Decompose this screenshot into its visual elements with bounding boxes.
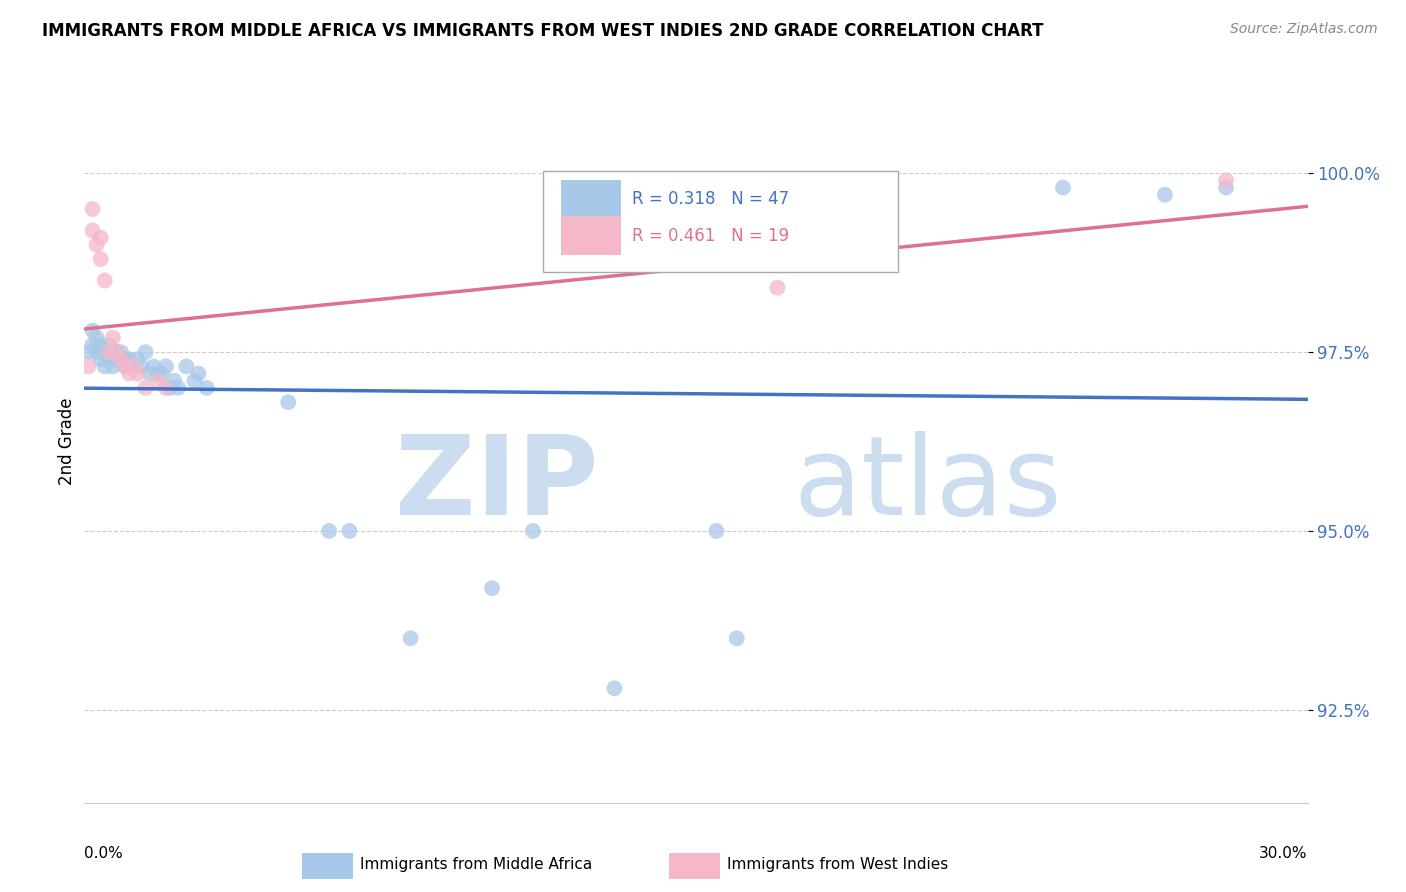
- Point: [90, 230, 112, 244]
- Point: [167, 381, 190, 395]
- Y-axis label: 2nd Grade: 2nd Grade: [58, 398, 76, 485]
- Point: [118, 367, 141, 381]
- Point: [97, 352, 120, 367]
- Point: [114, 352, 136, 367]
- Point: [135, 381, 157, 395]
- Point: [135, 345, 157, 359]
- FancyBboxPatch shape: [302, 853, 353, 879]
- Point: [195, 381, 218, 395]
- Text: R = 0.318   N = 47: R = 0.318 N = 47: [633, 191, 790, 209]
- Text: atlas: atlas: [794, 432, 1063, 539]
- Point: [318, 524, 340, 538]
- Point: [110, 345, 132, 359]
- Point: [603, 681, 626, 696]
- Point: [1215, 180, 1237, 194]
- Point: [77, 359, 100, 374]
- Point: [766, 281, 789, 295]
- Point: [1215, 173, 1237, 187]
- Point: [127, 367, 149, 381]
- Point: [93, 359, 115, 374]
- Point: [183, 374, 205, 388]
- Point: [122, 359, 145, 374]
- Point: [155, 359, 177, 374]
- Point: [110, 352, 132, 367]
- Point: [150, 367, 173, 381]
- Point: [174, 359, 197, 374]
- Text: 0.0%: 0.0%: [84, 847, 124, 861]
- Point: [339, 524, 361, 538]
- Point: [93, 274, 115, 288]
- Text: Immigrants from Middle Africa: Immigrants from Middle Africa: [360, 856, 592, 871]
- Point: [1052, 180, 1074, 194]
- FancyBboxPatch shape: [561, 180, 621, 219]
- Point: [142, 359, 165, 374]
- Point: [90, 252, 112, 266]
- Point: [146, 367, 169, 381]
- Point: [97, 345, 120, 359]
- Point: [155, 381, 177, 395]
- Point: [118, 352, 141, 367]
- Point: [105, 345, 128, 359]
- Text: ZIP: ZIP: [395, 432, 598, 539]
- Point: [122, 359, 145, 374]
- Point: [399, 632, 422, 646]
- Point: [90, 352, 112, 367]
- Point: [82, 324, 104, 338]
- Text: 30.0%: 30.0%: [1260, 847, 1308, 861]
- Point: [90, 338, 112, 352]
- Point: [101, 359, 124, 374]
- Point: [163, 374, 186, 388]
- Point: [522, 524, 544, 538]
- Point: [159, 381, 181, 395]
- Point: [101, 345, 124, 359]
- Point: [114, 359, 136, 374]
- Text: Immigrants from West Indies: Immigrants from West Indies: [727, 856, 948, 871]
- Point: [105, 352, 128, 367]
- Point: [187, 367, 209, 381]
- Point: [277, 395, 299, 409]
- Point: [114, 359, 136, 374]
- Point: [1154, 187, 1177, 202]
- Point: [101, 331, 124, 345]
- Text: Source: ZipAtlas.com: Source: ZipAtlas.com: [1230, 22, 1378, 37]
- Point: [105, 345, 128, 359]
- Point: [82, 202, 104, 216]
- Point: [82, 338, 104, 352]
- Point: [146, 374, 169, 388]
- Point: [706, 524, 728, 538]
- Point: [481, 581, 503, 595]
- Point: [127, 352, 149, 367]
- Point: [86, 331, 108, 345]
- Point: [725, 632, 748, 646]
- Text: R = 0.461   N = 19: R = 0.461 N = 19: [633, 227, 790, 244]
- Point: [131, 359, 153, 374]
- Point: [86, 345, 108, 359]
- Text: IMMIGRANTS FROM MIDDLE AFRICA VS IMMIGRANTS FROM WEST INDIES 2ND GRADE CORRELATI: IMMIGRANTS FROM MIDDLE AFRICA VS IMMIGRA…: [42, 22, 1043, 40]
- Point: [82, 223, 104, 237]
- FancyBboxPatch shape: [669, 853, 720, 879]
- FancyBboxPatch shape: [543, 170, 898, 272]
- FancyBboxPatch shape: [561, 216, 621, 255]
- Point: [138, 367, 160, 381]
- Point: [93, 345, 115, 359]
- Point: [77, 345, 100, 359]
- Point: [97, 338, 120, 352]
- Point: [86, 237, 108, 252]
